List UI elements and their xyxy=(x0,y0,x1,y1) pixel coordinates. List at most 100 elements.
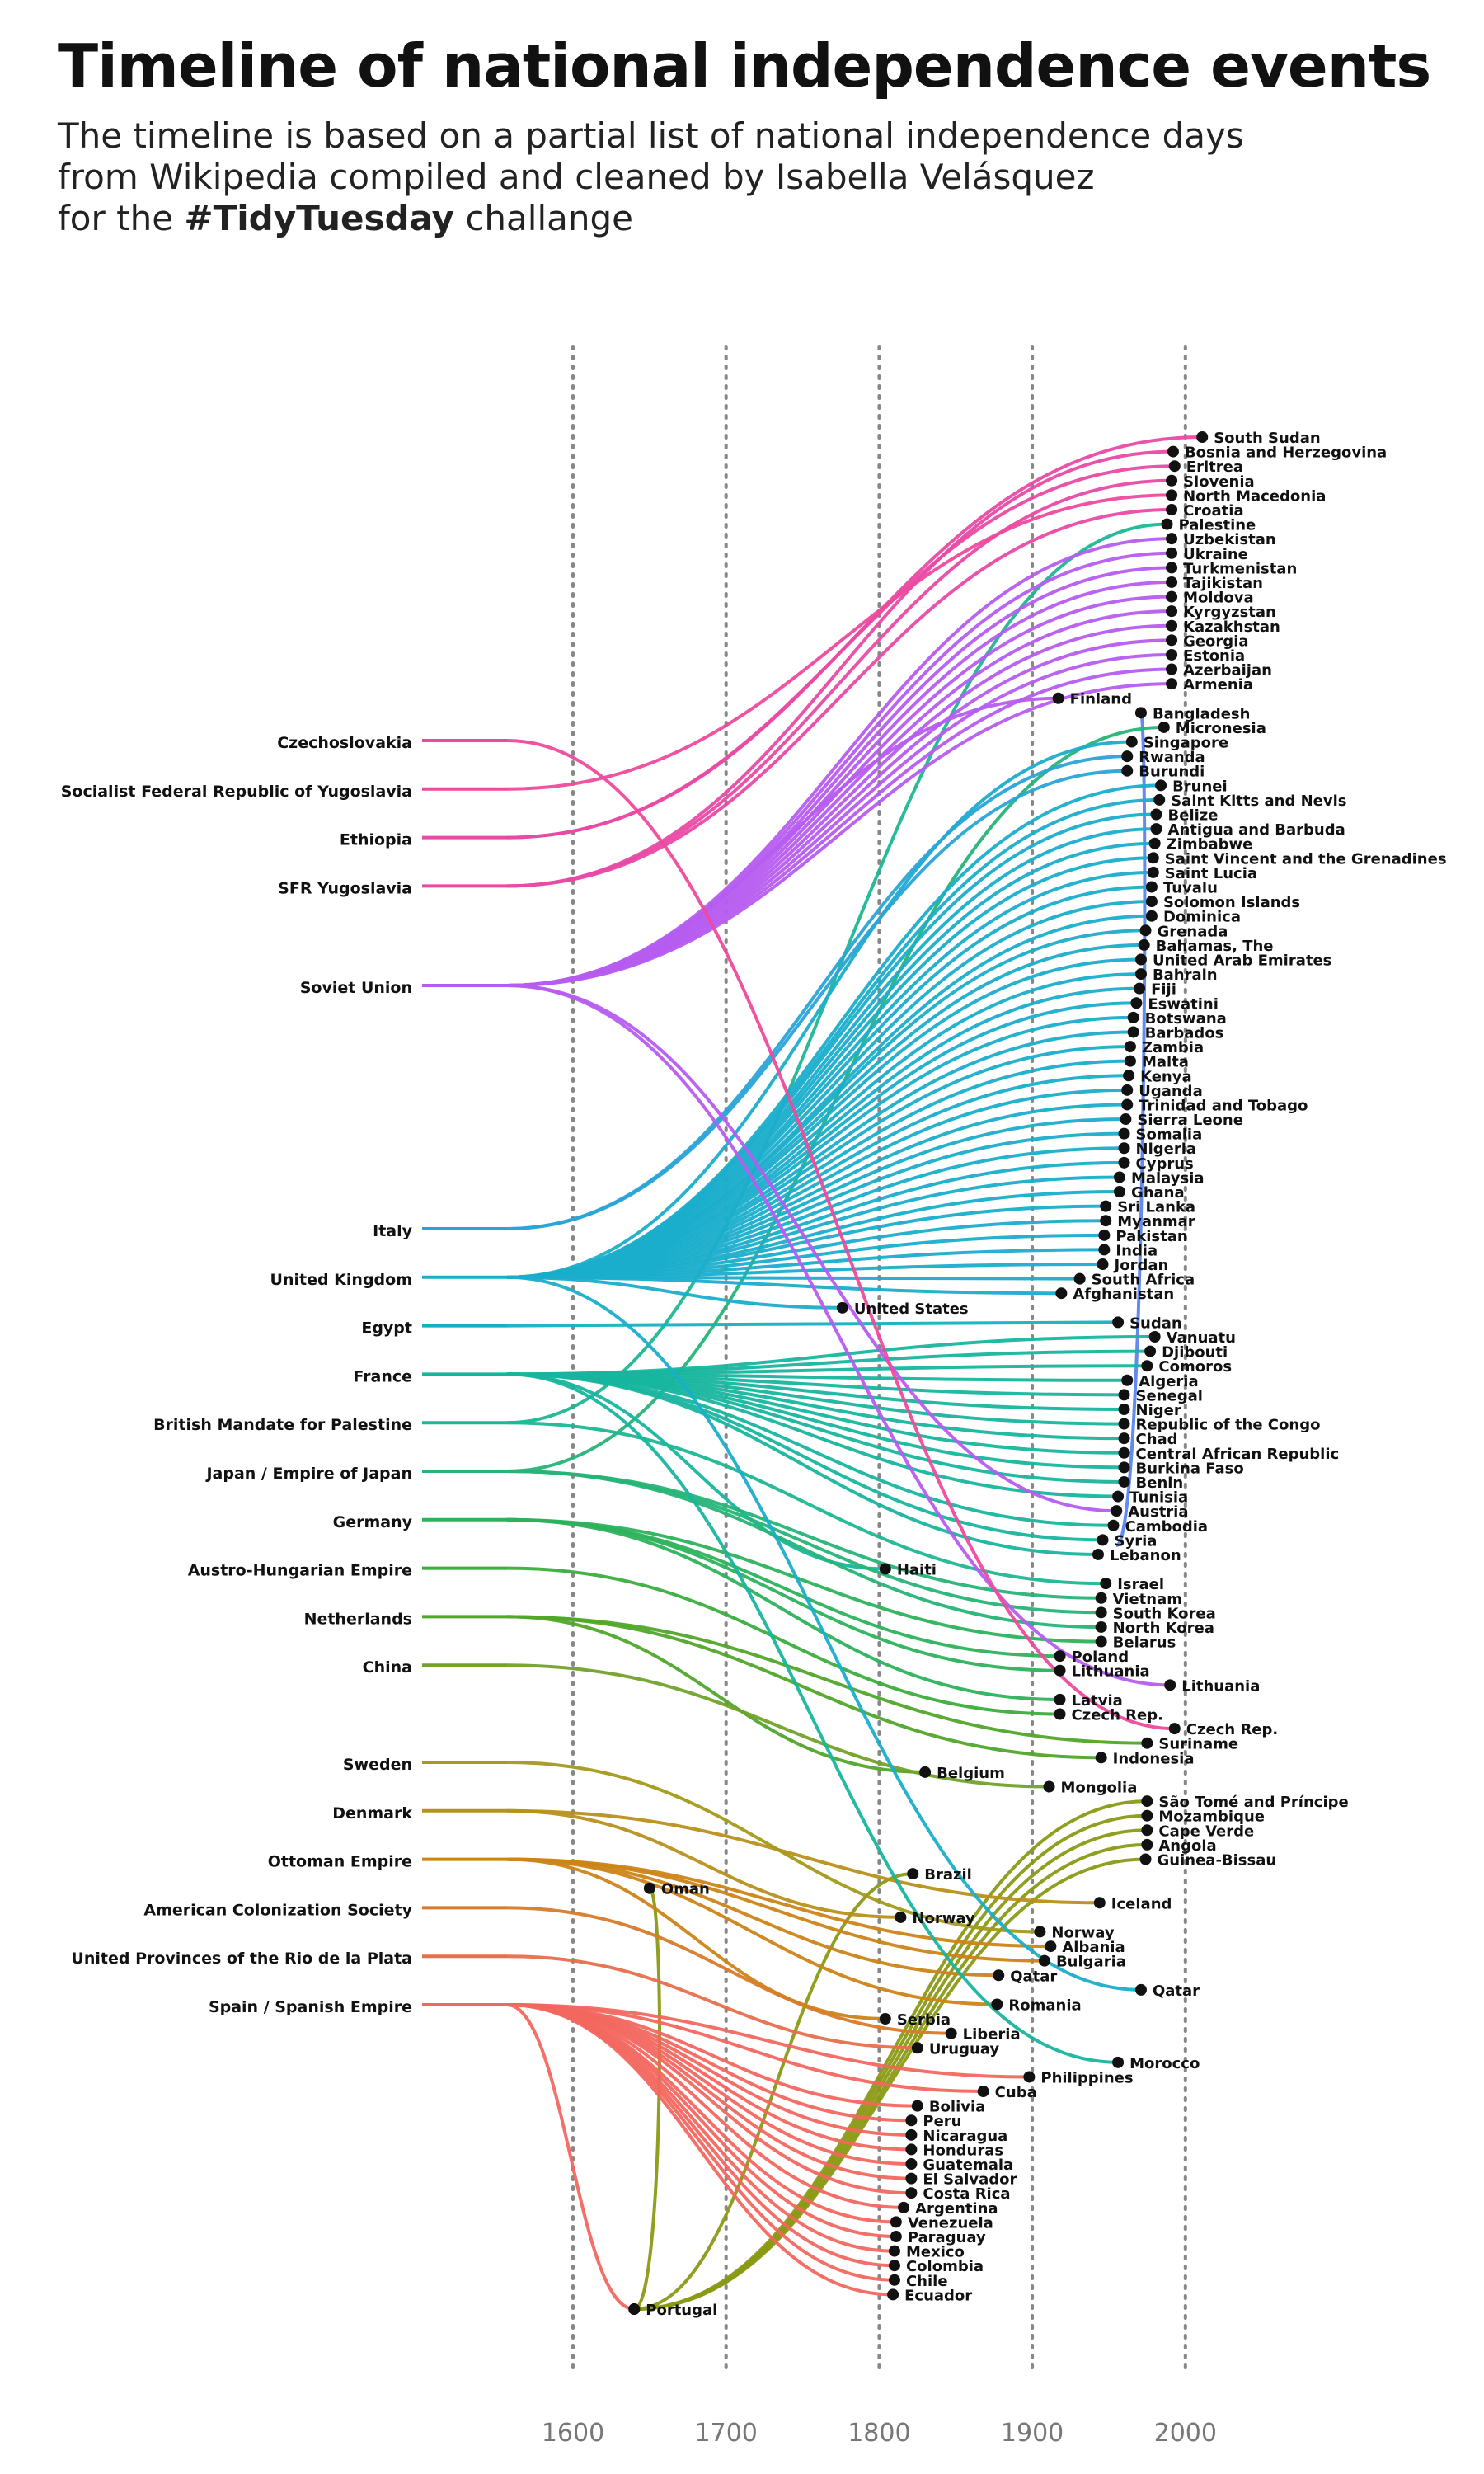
data-point-mozambique-95 xyxy=(1141,1809,1153,1822)
data-point-solomon-islands-32 xyxy=(1145,896,1158,908)
data-point-slovenia-3 xyxy=(1166,474,1178,487)
origin-label-egypt: Egypt xyxy=(361,1319,412,1338)
data-point-uruguay-111 xyxy=(911,2042,923,2054)
data-point-finland-18 xyxy=(1052,692,1064,704)
point-label-pakistan-55: Pakistan xyxy=(1115,1228,1187,1245)
point-label-romania-108: Romania xyxy=(1008,1997,1081,2014)
data-point-comoros-64 xyxy=(1141,1360,1153,1372)
data-point-argentina-122 xyxy=(898,2201,910,2213)
point-label-bosnia-and-herzegovina-1: Bosnia and Herzegovina xyxy=(1185,444,1387,462)
series-line-tunisia-73 xyxy=(507,1372,1119,1498)
data-point-suriname-90 xyxy=(1141,1737,1153,1749)
point-label-djibouti-63: Djibouti xyxy=(1162,1344,1228,1362)
point-label-belize-26: Belize xyxy=(1168,807,1219,825)
series-line-singapore-21 xyxy=(507,740,1132,1279)
series-line-norway-102 xyxy=(507,1808,901,1919)
data-point-sri-lanka-53 xyxy=(1100,1200,1112,1212)
subtitle-line-1: The timeline is based on a partial list … xyxy=(58,115,1244,156)
point-label-azerbaijan-16: Azerbaijan xyxy=(1183,662,1272,680)
point-label-belgium-92: Belgium xyxy=(937,1765,1005,1782)
data-point-liberia-110 xyxy=(945,2027,957,2039)
series-line-slovenia-3 xyxy=(507,478,1172,888)
point-label-suriname-90: Suriname xyxy=(1158,1736,1238,1753)
origin-label-austro-hungarian-empire: Austro-Hungarian Empire xyxy=(188,1562,412,1580)
point-label-croatia-5: Croatia xyxy=(1183,502,1244,520)
point-label-palestine-6: Palestine xyxy=(1179,517,1256,534)
origin-label-ethiopia: Ethiopia xyxy=(340,831,412,849)
point-label-peru-116: Peru xyxy=(923,2113,961,2130)
data-point-iceland-101 xyxy=(1093,1897,1106,1909)
data-point-uganda-45 xyxy=(1121,1084,1134,1096)
point-label-mexico-125: Mexico xyxy=(906,2244,965,2261)
point-label-south-korea-81: South Korea xyxy=(1113,1605,1216,1622)
point-label-afghanistan-59: Afghanistan xyxy=(1073,1286,1174,1303)
data-point-central-african-republic-70 xyxy=(1118,1446,1130,1459)
series-line-belgium-92 xyxy=(507,1615,926,1774)
data-point-chile-127 xyxy=(888,2274,900,2286)
chart-title: Timeline of national independence events xyxy=(58,31,1431,101)
point-label-south-sudan-0: South Sudan xyxy=(1214,430,1320,447)
data-point-peru-116 xyxy=(905,2114,918,2127)
data-point-brunei-24 xyxy=(1155,779,1167,792)
data-point-barbados-41 xyxy=(1127,1026,1139,1038)
data-point-portugal-origin xyxy=(628,2303,641,2315)
point-label-austria-74: Austria xyxy=(1128,1503,1188,1521)
origin-label-denmark: Denmark xyxy=(332,1804,412,1823)
data-point-sudan-61 xyxy=(1112,1316,1125,1329)
data-point-south-korea-81 xyxy=(1095,1606,1107,1619)
series-line-kazakhstan-13 xyxy=(507,623,1172,987)
data-point-romania-108 xyxy=(991,1998,1003,2011)
point-label-singapore-21: Singapore xyxy=(1144,735,1228,752)
point-label-cambodia-75: Cambodia xyxy=(1125,1518,1209,1536)
point-label-albania-104: Albania xyxy=(1062,1939,1125,1956)
point-label-brazil-99: Brazil xyxy=(924,1866,972,1884)
data-point-antigua-and-barbuda-27 xyxy=(1150,823,1162,835)
data-point-saint-vincent-and-the-grenadines-29 xyxy=(1147,852,1159,864)
point-label-uzbekistan-7: Uzbekistan xyxy=(1183,531,1276,548)
series-line-serbia-109 xyxy=(507,1857,885,2021)
point-label-norway-102: Norway xyxy=(912,1910,975,1927)
data-point-algeria-65 xyxy=(1121,1374,1134,1386)
point-label-indonesia-91: Indonesia xyxy=(1113,1750,1195,1767)
series-line-armenia-17 xyxy=(507,682,1172,987)
series-line-czech-rep-89 xyxy=(507,739,1175,1731)
point-label-venezuela-123: Venezuela xyxy=(908,2214,993,2232)
point-label-fiji-38: Fiji xyxy=(1151,981,1176,999)
point-label-lithuania-86: Lithuania xyxy=(1181,1677,1260,1695)
data-point-bosnia-and-herzegovina-1 xyxy=(1167,445,1179,458)
point-label-czech-rep-89: Czech Rep. xyxy=(1186,1721,1278,1738)
point-label-qatar-106: Qatar xyxy=(1010,1968,1057,1985)
point-label-mongolia-93: Mongolia xyxy=(1061,1780,1138,1797)
data-point-mexico-125 xyxy=(888,2245,900,2257)
point-label-south-africa-58: South Africa xyxy=(1092,1272,1195,1289)
point-label-syria-76: Syria xyxy=(1115,1532,1158,1550)
point-label-brunei-24: Brunei xyxy=(1172,778,1228,795)
series-line-paraguay-124 xyxy=(507,2003,896,2239)
data-point-rwanda-22 xyxy=(1121,750,1134,763)
data-point-afghanistan-59 xyxy=(1055,1287,1068,1300)
data-point-republic-of-the-congo-68 xyxy=(1118,1418,1130,1430)
series-line-austria-74 xyxy=(507,984,1117,1513)
data-point-armenia-17 xyxy=(1166,678,1178,690)
point-label-cuba-114: Cuba xyxy=(995,2084,1037,2101)
data-point-bahrain-37 xyxy=(1134,968,1147,981)
point-label-saint-lucia-30: Saint Lucia xyxy=(1165,865,1257,882)
point-label-ghana-52: Ghana xyxy=(1131,1184,1185,1202)
data-point-south-africa-58 xyxy=(1073,1272,1086,1285)
point-label-bulgaria-105: Bulgaria xyxy=(1056,1954,1126,1971)
data-point-venezuela-123 xyxy=(890,2216,902,2228)
origin-label-ottoman-empire: Ottoman Empire xyxy=(268,1853,412,1871)
data-point-burundi-23 xyxy=(1121,764,1134,777)
data-point-guinea-bissau-98 xyxy=(1139,1853,1152,1865)
point-label-tunisia-73: Tunisia xyxy=(1129,1489,1188,1507)
point-label-sudan-61: Sudan xyxy=(1129,1315,1182,1332)
point-label-bahrain-37: Bahrain xyxy=(1153,967,1218,984)
point-label-eritrea-2: Eritrea xyxy=(1186,459,1243,476)
data-point-norway-102 xyxy=(895,1911,907,1923)
data-point-czech-rep-89 xyxy=(1168,1723,1181,1735)
data-point-djibouti-63 xyxy=(1144,1345,1157,1357)
series-line-croatia-5 xyxy=(507,507,1172,888)
series-line-philippines-113 xyxy=(507,2003,1030,2079)
data-point-nigeria-49 xyxy=(1118,1142,1130,1155)
